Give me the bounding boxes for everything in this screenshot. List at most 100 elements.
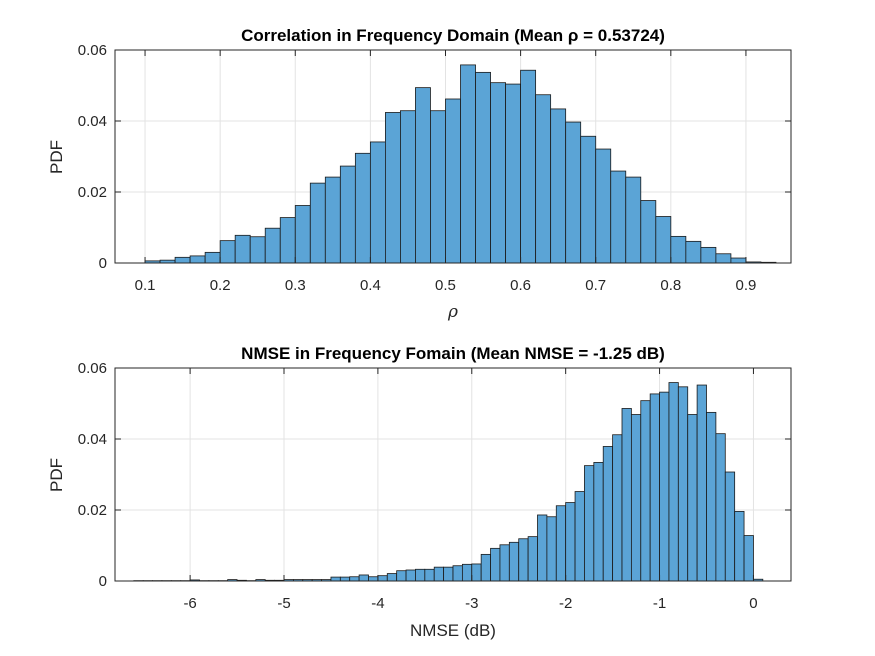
histogram-bar	[565, 502, 576, 582]
histogram-bar	[445, 98, 461, 264]
x-tick-label: 0	[749, 595, 757, 612]
histogram-bar	[204, 251, 221, 264]
histogram-bar	[249, 236, 266, 264]
x-tick-label: -2	[559, 595, 572, 612]
histogram-bar	[715, 433, 726, 582]
histogram-bar	[595, 148, 612, 264]
histogram-bar	[400, 110, 416, 264]
x-tick-label: 0.9	[736, 277, 757, 294]
histogram-bar	[415, 568, 426, 582]
histogram-bar	[640, 400, 651, 582]
y-tick-label: 0	[99, 255, 107, 272]
histogram-bar	[700, 246, 717, 264]
histogram-bar	[358, 574, 369, 582]
histogram-bar	[499, 544, 510, 582]
histogram-bar	[612, 434, 623, 582]
x-tick-label: 0.3	[285, 277, 306, 294]
chart-title: Correlation in Frequency Domain (Mean ρ …	[241, 26, 665, 45]
histogram-bar	[625, 176, 642, 264]
histogram-bar	[405, 569, 416, 582]
x-tick-label: -1	[653, 595, 666, 612]
histogram-bar	[505, 83, 522, 264]
histogram-bar	[189, 255, 206, 264]
axis-ticks: -6 -5 -4 -3 -2 -1 0 0 0.02 0.04 0.06	[78, 360, 791, 612]
histogram-bar	[685, 240, 702, 264]
axes-box	[114, 367, 792, 582]
y-tick-label: 0	[99, 573, 107, 590]
histogram-bar	[565, 121, 582, 264]
histogram-bar	[602, 446, 614, 582]
histogram-bar	[584, 465, 595, 582]
axes-box	[114, 49, 792, 264]
histogram-bar	[384, 112, 401, 264]
histogram-bar	[452, 565, 463, 582]
histogram-bar	[670, 235, 687, 264]
histogram-bar	[535, 94, 552, 264]
histogram-bar	[668, 382, 679, 582]
x-tick-label: 0.5	[435, 277, 456, 294]
histogram-bar	[730, 257, 747, 264]
histogram-bar	[649, 393, 660, 582]
histogram-bar	[555, 505, 567, 582]
histogram-bar	[443, 566, 454, 582]
y-tick-label: 0.06	[78, 42, 107, 59]
x-axis-label: NMSE (dB)	[410, 621, 496, 640]
histogram-bar	[279, 217, 296, 264]
histogram-bar	[610, 170, 627, 264]
histogram-bar	[330, 576, 341, 582]
x-tick-label: 0.4	[360, 277, 381, 294]
histogram-bar	[734, 511, 745, 582]
histogram-bar	[396, 570, 407, 582]
histogram-bar	[471, 563, 482, 582]
histogram-bar	[655, 216, 672, 264]
histogram-bar	[687, 414, 698, 582]
histogram-bar	[415, 87, 431, 264]
histogram-bar	[580, 135, 597, 264]
histogram-bar	[715, 253, 732, 264]
axis-ticks: 0.1 0.2 0.3 0.4 0.5 0.6 0.7 0.8 0.9 0 0.02 0.04 0.06	[78, 42, 791, 294]
histogram-bar	[294, 205, 311, 264]
histogram-bar	[349, 576, 360, 582]
histogram-bar	[706, 411, 717, 582]
histogram-bar	[264, 227, 281, 264]
histogram-bar	[593, 462, 604, 582]
histogram-bar	[630, 414, 642, 582]
histogram-bar	[174, 256, 191, 264]
histogram-bar	[537, 514, 548, 582]
histogram-bar	[219, 240, 236, 264]
y-tick-label: 0.04	[78, 113, 107, 130]
x-axis-label: ρ	[447, 302, 458, 322]
histogram-bar	[377, 575, 388, 582]
histogram-bar	[480, 553, 491, 582]
histogram-bar	[430, 110, 446, 264]
y-axis-label: PDF	[47, 458, 66, 492]
correlation-histogram-panel: 0.1 0.2 0.3 0.4 0.5 0.6 0.7 0.8 0.9 0 0.02 0.04 0.06…	[47, 26, 792, 322]
x-tick-label: 0.7	[585, 277, 606, 294]
histogram-bar	[520, 69, 537, 264]
y-tick-label: 0.02	[78, 184, 107, 201]
histogram-bar	[460, 64, 476, 264]
histogram-bar	[490, 547, 501, 582]
histogram-bar	[546, 516, 557, 582]
histogram-bar	[574, 491, 585, 582]
histogram-bar	[527, 536, 538, 582]
histogram-bar	[550, 108, 567, 264]
y-axis-label: PDF	[47, 140, 66, 174]
histogram-bar	[621, 408, 632, 582]
histogram-bar	[508, 541, 520, 582]
x-tick-label: 0.6	[510, 277, 531, 294]
x-tick-label: -6	[183, 595, 196, 612]
x-tick-label: -4	[371, 595, 384, 612]
histogram-bar	[743, 535, 754, 582]
histogram-bar	[234, 234, 251, 264]
x-tick-label: 0.2	[210, 277, 231, 294]
histogram-bar	[461, 563, 473, 582]
chart-title: NMSE in Frequency Fomain (Mean NMSE = -1…	[241, 344, 665, 363]
x-tick-label: -5	[277, 595, 290, 612]
histogram-bar	[475, 71, 491, 264]
histogram-bar	[309, 182, 326, 264]
histogram-bar	[433, 566, 445, 582]
histogram-bar	[659, 391, 670, 582]
histogram-bar	[369, 141, 386, 264]
